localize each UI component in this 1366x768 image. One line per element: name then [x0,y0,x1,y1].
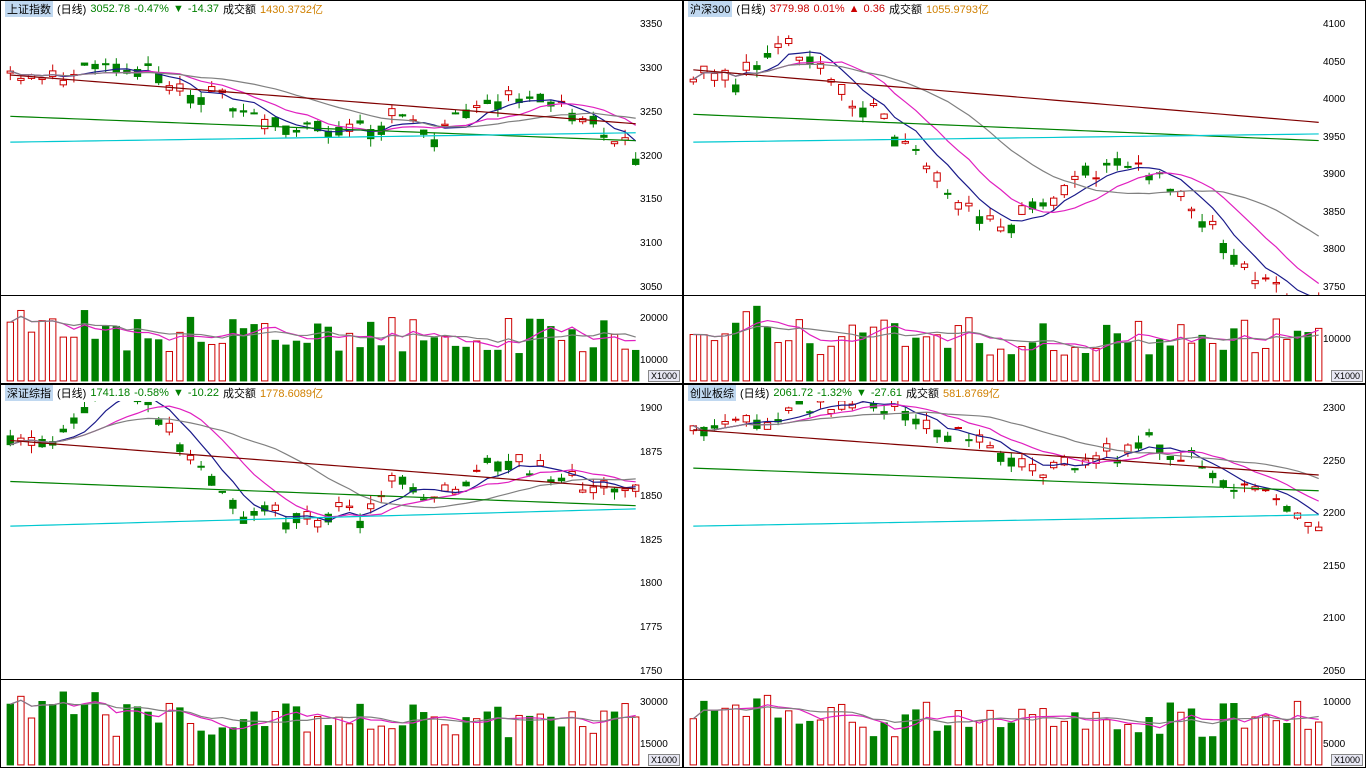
scale-label: X1000 [1331,370,1363,382]
abs-change: -10.22 [188,387,219,399]
volume-label: 成交额 [889,1,922,17]
volume-value: 1430.3732亿 [260,1,323,17]
index-name: 深证综指 [5,385,53,401]
direction-arrow-icon: ▲ [849,3,860,15]
price-chart[interactable]: 230022502200215021002050 [684,401,1365,679]
pct-change: -0.47% [134,3,169,15]
panel-header: 创业板综(日线) 2061.72 -1.32% ▼ -27.61 成交额581.8769亿 [684,385,1365,401]
chart-panel-1[interactable]: 沪深300(日线) 3779.980.01% ▲ 0.36 成交额1055.9793亿4… [683,0,1366,384]
period-label: (日线) [57,1,86,17]
last-price: 2061.72 [773,387,813,399]
volume-label: 成交额 [223,385,256,401]
volume-value: 1055.9793亿 [926,1,989,17]
index-name: 沪深300 [688,1,732,17]
period-label: (日线) [736,1,765,17]
panel-header: 沪深300(日线) 3779.980.01% ▲ 0.36 成交额1055.9793亿 [684,1,1365,17]
pct-change: -0.58% [134,387,169,399]
volume-chart[interactable]: 10000X1000 [684,295,1365,383]
volume-chart[interactable]: 3000015000X1000 [1,679,682,767]
volume-value: 1778.6089亿 [260,385,323,401]
pct-change: -1.32% [817,387,852,399]
abs-change: -14.37 [188,3,219,15]
index-name: 创业板综 [688,385,736,401]
last-price: 3052.78 [90,3,130,15]
price-chart[interactable]: 3350330032503200315031003050 [1,17,682,295]
period-label: (日线) [740,385,769,401]
chart-panel-0[interactable]: 上证指数(日线) 3052.78 -0.47% ▼ -14.37 成交额1430.3732… [0,0,683,384]
period-label: (日线) [57,385,86,401]
chart-panel-3[interactable]: 创业板综(日线) 2061.72 -1.32% ▼ -27.61 成交额581.8769亿… [683,384,1366,768]
pct-change: 0.01% [813,3,844,15]
scale-label: X1000 [648,370,680,382]
direction-arrow-icon: ▼ [856,387,867,399]
abs-change: 0.36 [864,3,885,15]
last-price: 3779.98 [770,3,810,15]
abs-change: -27.61 [871,387,902,399]
scale-label: X1000 [1331,754,1363,766]
panel-header: 深证综指(日线) 1741.18 -0.58% ▼ -10.22 成交额1778.6089… [1,385,682,401]
last-price: 1741.18 [90,387,130,399]
direction-arrow-icon: ▼ [173,387,184,399]
volume-label: 成交额 [906,385,939,401]
scale-label: X1000 [648,754,680,766]
volume-chart[interactable]: 100005000X1000 [684,679,1365,767]
volume-chart[interactable]: 2000010000X1000 [1,295,682,383]
volume-label: 成交额 [223,1,256,17]
chart-panel-2[interactable]: 深证综指(日线) 1741.18 -0.58% ▼ -10.22 成交额1778.6089… [0,384,683,768]
index-name: 上证指数 [5,1,53,17]
price-chart[interactable]: 41004050400039503900385038003750 [684,17,1365,295]
direction-arrow-icon: ▼ [173,3,184,15]
panel-header: 上证指数(日线) 3052.78 -0.47% ▼ -14.37 成交额1430.3732… [1,1,682,17]
volume-value: 581.8769亿 [943,385,1000,401]
price-chart[interactable]: 1900187518501825180017751750 [1,401,682,679]
